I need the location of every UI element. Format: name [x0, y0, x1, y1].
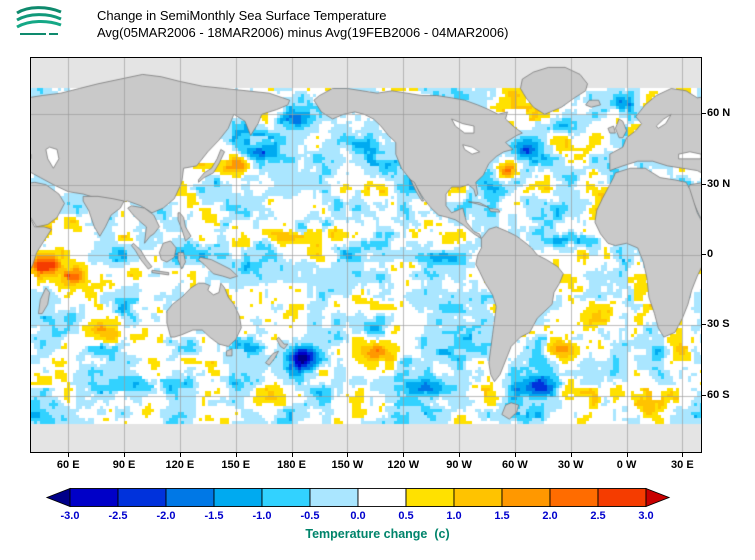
lon-label: 60 W	[502, 459, 528, 471]
wave-icon	[16, 13, 62, 22]
colorbar-tick: 2.5	[590, 510, 606, 522]
colorbar-segment	[213, 488, 263, 507]
lon-tick	[124, 452, 126, 457]
map-frame	[30, 57, 702, 453]
lon-label: 180 E	[277, 459, 306, 471]
lat-label: 0	[707, 248, 714, 260]
lon-label: 90 W	[446, 459, 472, 471]
lon-tick	[403, 452, 405, 457]
lon-tick	[68, 452, 70, 457]
colorbar-segment	[405, 488, 455, 507]
lon-label: 90 E	[112, 459, 136, 471]
colorbar-tick: -3.0	[60, 510, 80, 522]
colorbar-segment	[261, 488, 311, 507]
colorbar-segment	[165, 488, 215, 507]
lon-label: 60 E	[56, 459, 80, 471]
colorbar-segment	[453, 488, 503, 507]
colorbar-tick: 3.0	[638, 510, 654, 522]
lon-tick	[347, 452, 349, 457]
logo-text-mark	[49, 33, 58, 35]
colorbar-tick: 1.0	[446, 510, 462, 522]
lat-label: 30 N	[707, 177, 731, 190]
colorbar	[45, 487, 671, 508]
lat-tick	[701, 394, 706, 396]
colorbar-tick: 1.5	[494, 510, 510, 522]
colorbar-segment	[69, 488, 119, 507]
colorbar-segment	[117, 488, 167, 507]
lat-label: 30 S	[707, 318, 730, 331]
logo-text-mark	[20, 33, 46, 35]
lon-tick	[291, 452, 293, 457]
colorbar-tick: 2.0	[542, 510, 558, 522]
lon-tick	[570, 452, 572, 457]
lat-label: 60 S	[707, 388, 730, 401]
lon-tick	[682, 452, 684, 457]
lon-label: 150 W	[331, 459, 364, 471]
colorbar-tick: -2.0	[156, 510, 176, 522]
colorbar-right-arrow	[645, 487, 671, 508]
colorbar-tick: -2.5	[108, 510, 128, 522]
colorbar-tick: -1.5	[204, 510, 224, 522]
lat-tick	[701, 113, 706, 115]
agency-logo	[16, 6, 62, 35]
colorbar-left-arrow	[45, 487, 71, 508]
lon-label: 0 W	[616, 459, 637, 471]
colorbar-segment	[501, 488, 551, 507]
chart-title: Change in SemiMonthly Sea Surface Temper…	[97, 8, 387, 23]
lon-tick	[514, 452, 516, 457]
lon-tick	[626, 452, 628, 457]
colorbar-tick: -1.0	[252, 510, 272, 522]
lat-tick	[701, 183, 706, 185]
lat-tick	[701, 324, 706, 326]
colorbar-caption: Temperature change (c)	[305, 527, 450, 541]
lon-label: 120 W	[387, 459, 420, 471]
wave-icon	[16, 20, 62, 29]
chart-subtitle: Avg(05MAR2006 - 18MAR2006) minus Avg(19F…	[97, 25, 509, 40]
lon-tick	[459, 452, 461, 457]
lon-tick	[179, 452, 181, 457]
colorbar-segment	[357, 488, 407, 507]
lat-label: 60 N	[707, 107, 731, 120]
colorbar-segment	[549, 488, 599, 507]
lon-label: 30 W	[557, 459, 584, 471]
colorbar-tick: 0.5	[398, 510, 414, 522]
lon-label: 120 E	[165, 459, 195, 471]
lat-tick	[701, 254, 706, 255]
colorbar-tick: 0.0	[350, 510, 366, 522]
colorbar-segment	[309, 488, 359, 507]
lon-tick	[235, 452, 237, 457]
wave-icon	[16, 6, 62, 15]
lon-label: 150 E	[221, 459, 251, 471]
colorbar-segment	[597, 488, 647, 507]
lon-label: 30 E	[671, 459, 694, 471]
colorbar-tick: -0.5	[300, 510, 320, 522]
map-canvas	[31, 58, 701, 452]
